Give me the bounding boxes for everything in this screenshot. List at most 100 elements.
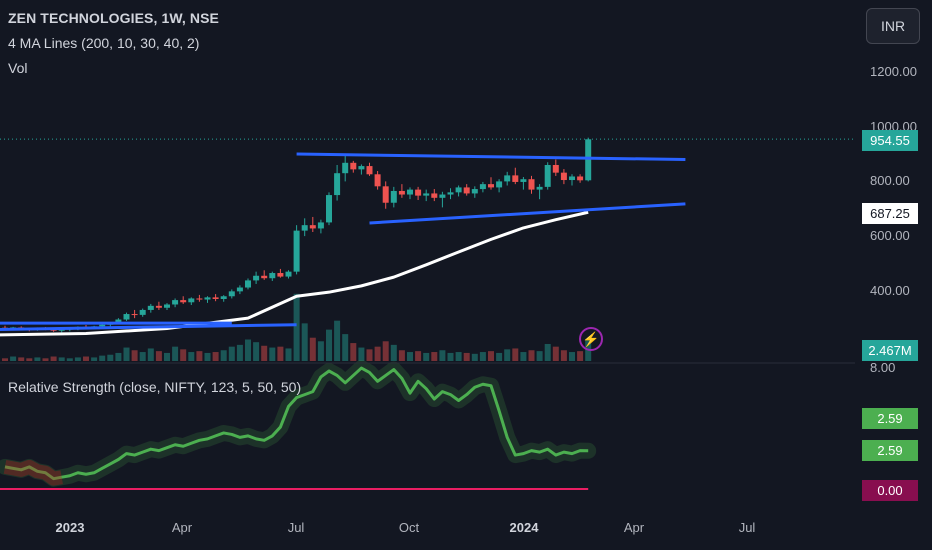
candle-body [366,166,373,175]
volume-indicator-label[interactable]: Vol [8,60,28,76]
trendline [0,323,297,331]
volume-bar [455,352,462,361]
volume-bar [50,356,57,361]
candle-body [431,193,438,198]
candle-body [212,297,219,300]
volume-bar [285,348,292,361]
volume-value-badge: 2.467M [862,340,918,361]
candle-body [390,190,397,203]
candle-body [147,305,154,310]
candle-body [423,193,430,196]
candle-body [196,298,203,300]
volume-bar [204,352,211,361]
volume-bar [26,358,33,361]
volume-bar [180,349,187,361]
price-axis-label: 800.00 [870,173,910,188]
candle-body [188,298,195,303]
candle-body [560,172,567,181]
volume-bar [350,343,357,361]
volume-bar [107,354,114,361]
volume-bar [293,293,300,361]
candle-body [253,275,260,281]
volume-bar [212,352,219,361]
volume-bar [58,357,65,361]
volume-bar [479,352,486,361]
candle-body [407,189,413,195]
volume-bar [18,357,25,361]
candle-body [50,329,57,331]
candle-body [374,174,381,187]
candle-body [569,176,575,181]
volume-bar [131,350,138,361]
candle-body [342,162,349,174]
volume-bar [577,351,584,361]
candle-body [334,173,341,196]
rs-value-badge: 2.59 [862,440,918,461]
volume-bar [374,346,381,361]
candle-body [172,300,179,305]
volume-bar [236,344,243,361]
candle-body [228,291,235,297]
volume-bar [463,352,470,361]
candle-body [293,230,300,272]
candle-body [504,175,511,182]
candle-body [245,280,251,288]
candle-body [180,300,187,303]
candle-body [455,187,462,193]
volume-bar [431,352,438,361]
volume-bar [228,346,235,361]
volume-bar [552,346,559,361]
time-axis-label: 2023 [55,520,85,535]
price-pane [0,137,855,361]
trendline [296,152,686,162]
rs-indicator-label[interactable]: Relative Strength (close, NIFTY, 123, 5,… [8,379,302,395]
volume-bar [2,358,8,361]
volume-bar [520,352,527,361]
volume-bar [155,351,162,361]
time-axis-label: 2024 [509,520,539,535]
volume-bar [471,353,478,361]
lightning-icon[interactable]: ⚡ [579,327,603,351]
currency-button[interactable]: INR [866,8,920,44]
volume-bar [245,339,251,361]
candle-body [528,179,535,190]
candle-body [496,181,503,188]
volume-bar [528,350,535,361]
volume-bar [34,357,41,361]
candle-body [415,189,422,196]
candle-body [536,186,543,190]
volume-bar [544,343,551,361]
volume-bar [334,320,341,361]
candle-body [479,184,486,190]
volume-bar [196,351,203,361]
candle-body [488,184,494,188]
volume-bar [164,352,170,361]
candle-body [131,314,138,316]
volume-bar [277,346,284,361]
volume-bar [390,344,397,361]
candle-body [512,175,519,182]
volume-bar [504,349,511,361]
volume-bar [326,329,332,361]
ma-indicator-label[interactable]: 4 MA Lines (200, 10, 30, 40, 2) [8,35,200,51]
volume-bar [301,323,308,361]
candle-body [155,305,162,308]
volume-bar [91,357,98,361]
volume-bar [423,352,430,361]
candle-body [520,179,527,182]
volume-bar [382,341,389,361]
time-axis-label: Apr [623,520,645,535]
candle-body [236,287,243,292]
volume-bar [358,347,365,361]
time-axis-label: Jul [287,520,305,535]
candle-body [58,329,65,331]
candle-body [99,324,106,327]
time-axis-label: Apr [171,520,193,535]
volume-bar [10,356,17,361]
symbol-title[interactable]: ZEN TECHNOLOGIES, 1W, NSE [8,10,219,26]
volume-bar [415,351,422,361]
volume-bar [269,347,276,361]
candle-body [350,162,357,170]
volume-bar [366,349,373,361]
